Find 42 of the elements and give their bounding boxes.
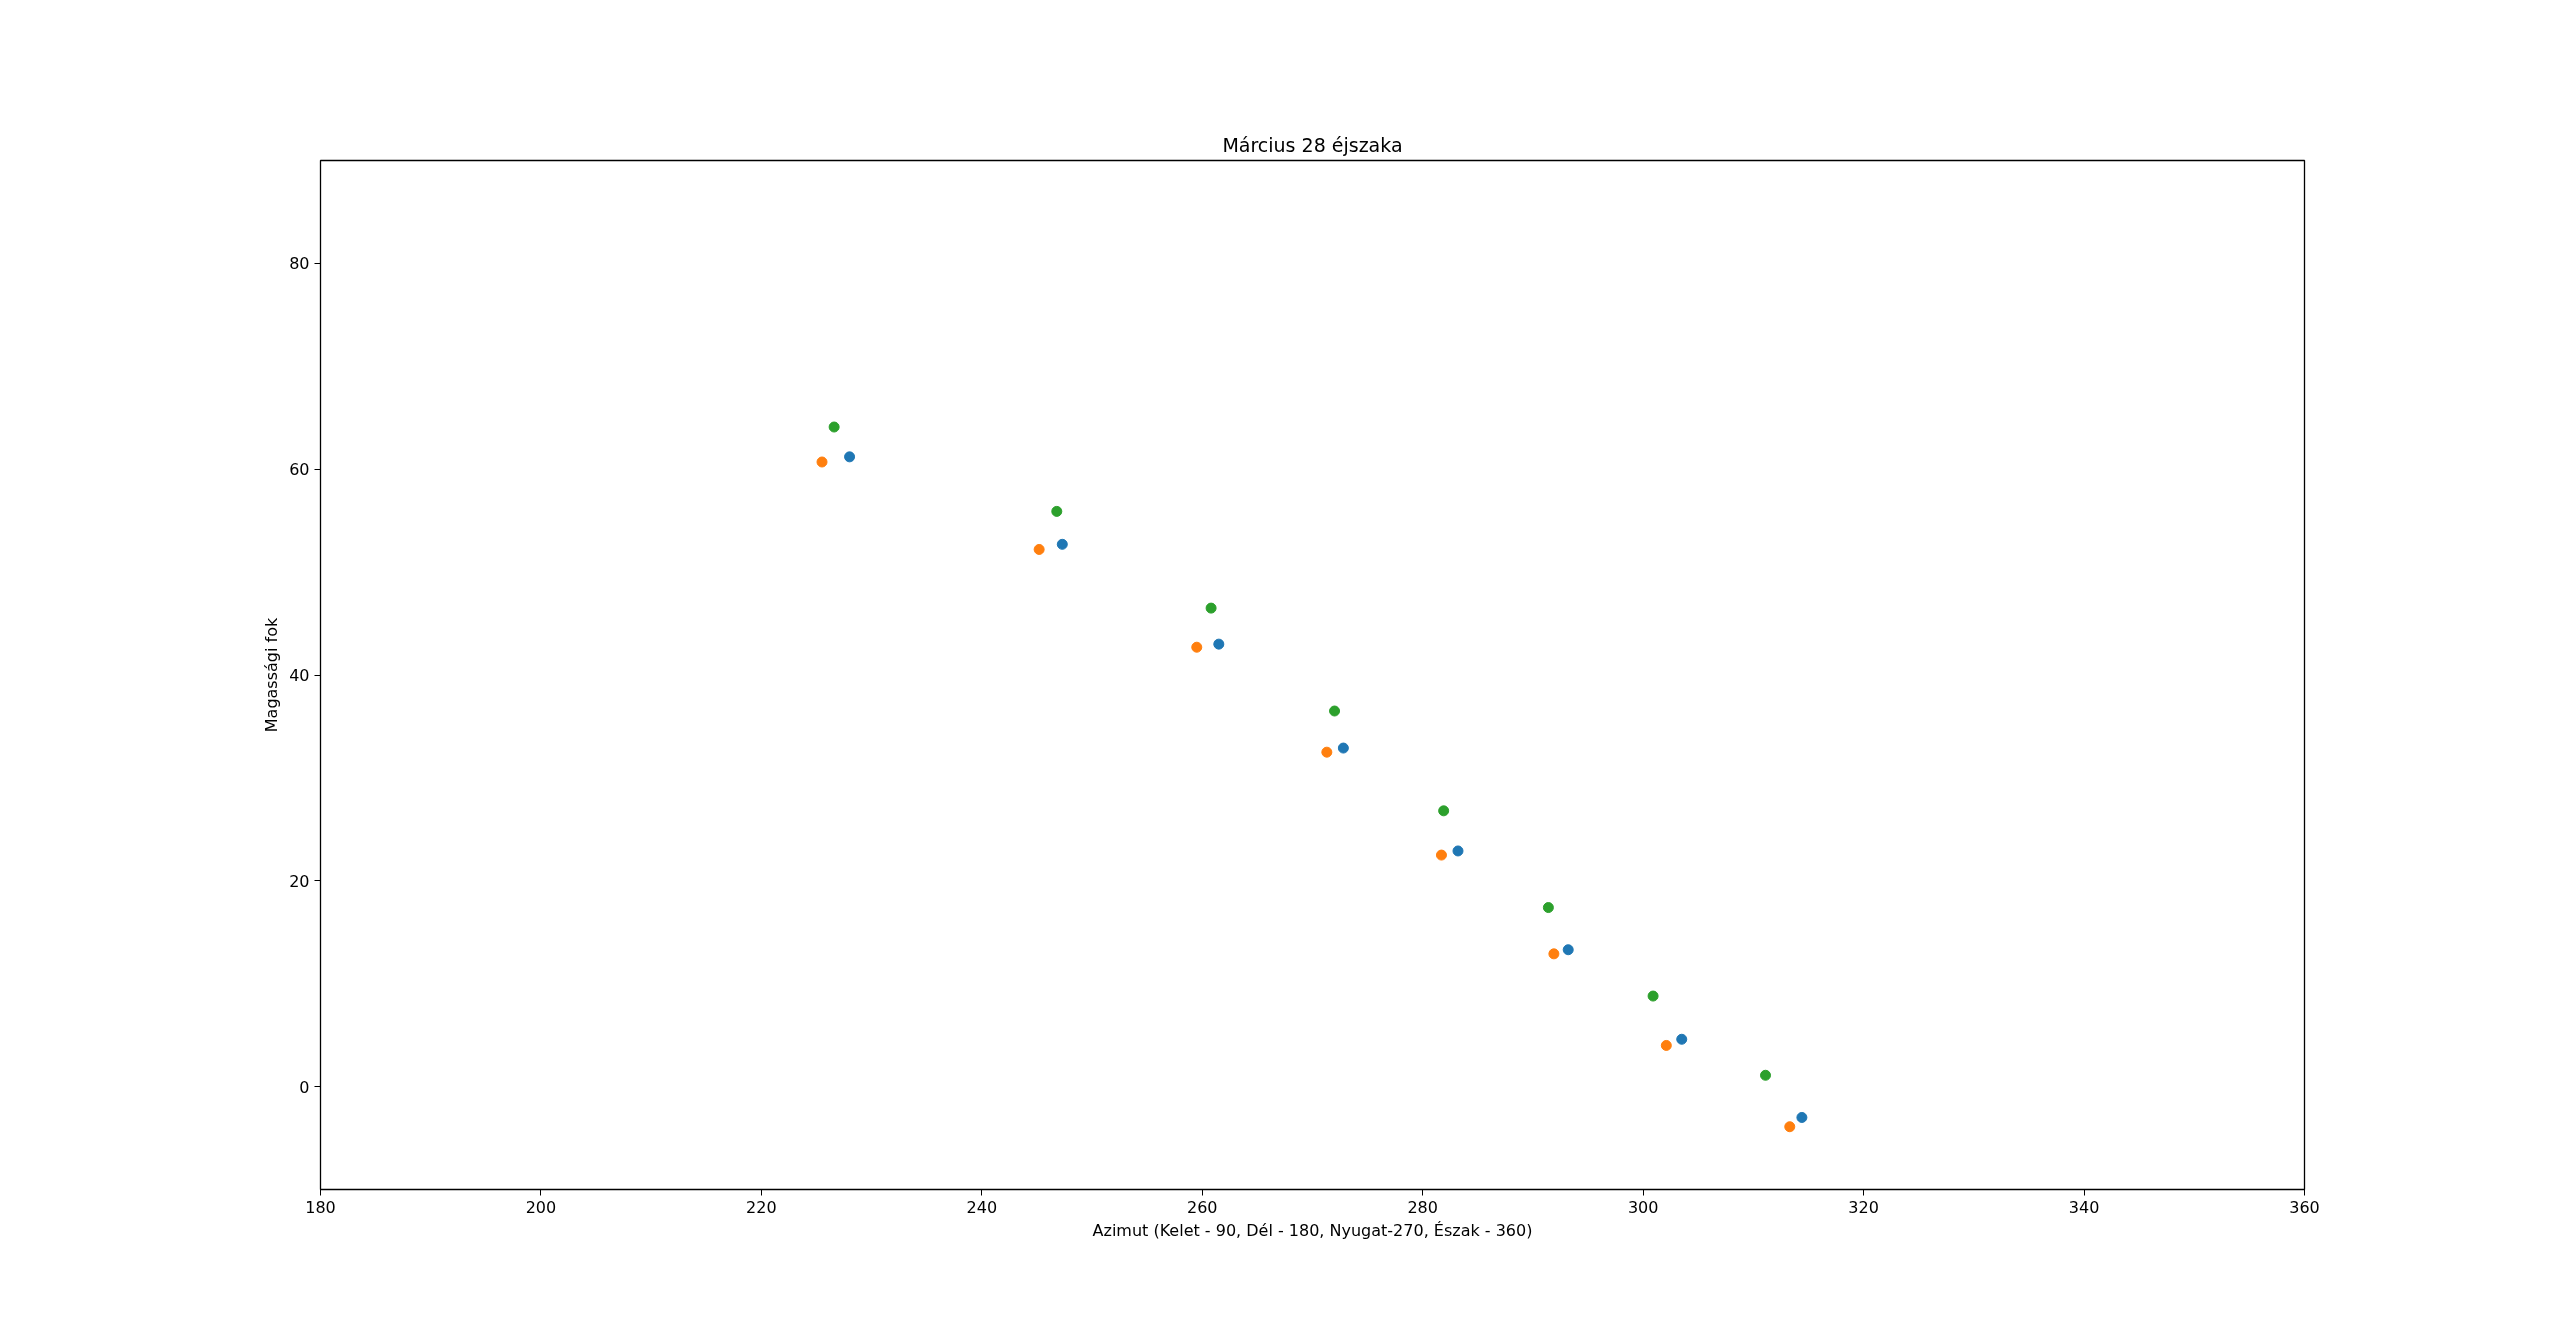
y-tick-label: 20 [289,871,310,891]
x-tick-label: 340 [2068,1197,2100,1217]
point [1548,948,1560,960]
point [1213,638,1225,650]
x-axis-title: Azimut (Kelet - 90, Dél - 180, Nyugat-270, Észak - 360) [1092,1220,1533,1240]
point [1033,543,1045,555]
point [1056,538,1068,550]
x-tick-label: 240 [966,1197,998,1217]
x-tick-label: 300 [1627,1197,1659,1217]
x-tick-label: 200 [525,1197,557,1217]
point [1784,1121,1796,1133]
point [1452,845,1464,857]
x-tick-label: 260 [1187,1197,1218,1217]
point [1051,505,1063,517]
point [1676,1033,1688,1045]
x-tick-label: 320 [1848,1197,1879,1217]
y-axis-title: Magassági fok [262,617,282,733]
point [1647,990,1659,1002]
point [1796,1111,1808,1123]
point [1435,849,1447,861]
point [816,456,828,468]
point [828,421,840,433]
point [1205,602,1217,614]
x-tick-label: 360 [2289,1197,2320,1217]
point [844,451,856,463]
chart-title: Március 28 éjszaka [1222,133,1403,156]
point [1760,1069,1772,1081]
x-tick-label: 220 [746,1197,777,1217]
x-tick-label: 180 [305,1197,336,1217]
point [1660,1039,1672,1051]
y-tick-label: 80 [289,254,310,274]
y-tick-label: 40 [289,666,310,685]
x-tick-label: 280 [1407,1197,1438,1217]
point [1321,746,1333,758]
point [1191,641,1203,653]
y-tick-label: 60 [289,460,310,480]
point [1337,742,1349,754]
point [1562,944,1574,956]
point [1542,902,1554,914]
point [1329,705,1341,717]
point [1438,805,1450,817]
y-tick-label: 0 [299,1077,310,1097]
